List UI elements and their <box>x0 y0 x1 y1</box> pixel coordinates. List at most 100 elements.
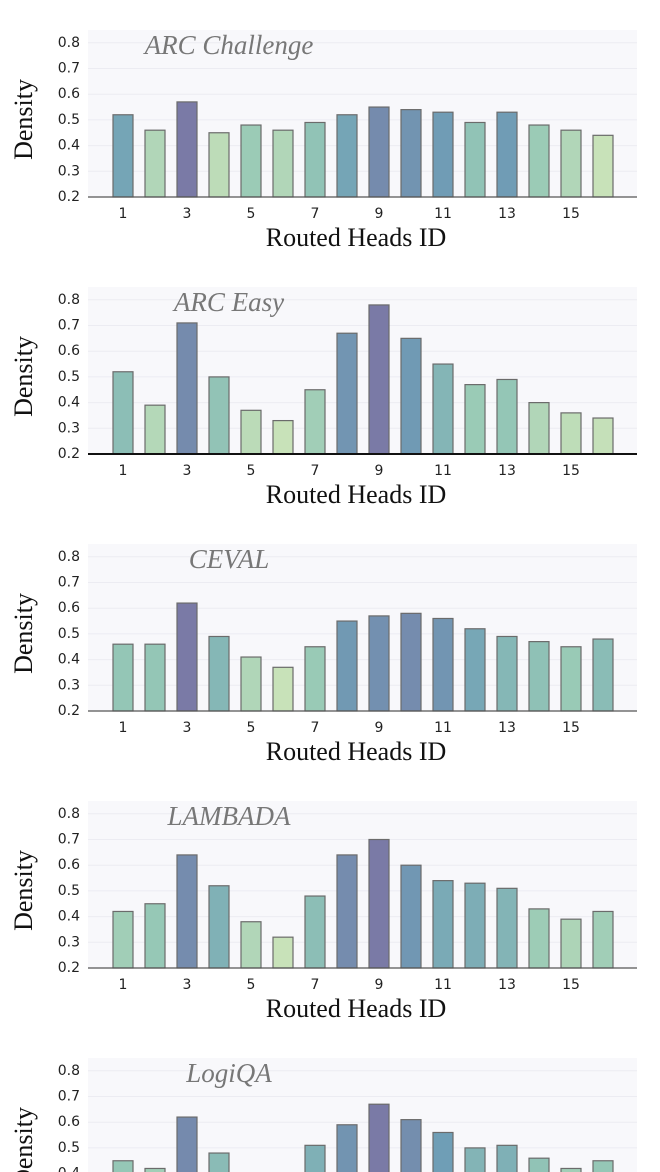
bar <box>592 417 614 455</box>
bar <box>176 1116 198 1172</box>
bar <box>176 101 198 198</box>
bar <box>144 129 166 198</box>
y-tick-label: 0.8 <box>58 35 80 51</box>
x-tick-label: 5 <box>247 463 256 479</box>
bar <box>336 332 358 455</box>
y-tick-label: 0.5 <box>58 883 80 899</box>
bar <box>496 111 518 198</box>
x-axis-label: Routed Heads ID <box>266 737 447 766</box>
x-axis-label: Routed Heads ID <box>266 480 447 509</box>
bar <box>144 643 166 712</box>
bar <box>464 121 486 198</box>
x-tick-label: 13 <box>498 720 516 736</box>
bar <box>400 337 422 455</box>
bar <box>432 363 454 455</box>
x-tick-label: 1 <box>119 720 128 736</box>
x-tick-label: 7 <box>311 206 320 222</box>
y-tick-label: 0.6 <box>58 600 80 616</box>
bar <box>304 646 326 712</box>
bar <box>336 1124 358 1172</box>
bar <box>112 643 134 712</box>
y-axis-label: Density <box>9 1107 38 1172</box>
bar <box>368 106 390 198</box>
bar <box>400 1119 422 1172</box>
bar <box>176 602 198 712</box>
y-tick-label: 0.7 <box>58 318 80 334</box>
y-tick-label: 0.2 <box>58 960 80 976</box>
x-tick-label: 7 <box>311 720 320 736</box>
y-tick-label: 0.8 <box>58 1063 80 1079</box>
bar <box>528 908 550 969</box>
plot-background <box>88 543 637 711</box>
bar <box>208 885 230 969</box>
bar <box>304 895 326 969</box>
bar <box>368 615 390 712</box>
y-tick-label: 0.2 <box>58 446 80 462</box>
bar <box>112 371 134 455</box>
bar <box>560 918 582 969</box>
bar <box>560 646 582 712</box>
bar <box>432 617 454 712</box>
bar <box>112 1160 134 1172</box>
bar <box>272 129 294 198</box>
y-tick-label: 0.5 <box>58 369 80 385</box>
y-axis-label: Density <box>9 336 38 417</box>
y-axis-label: Density <box>9 850 38 931</box>
y-tick-label: 0.7 <box>58 575 80 591</box>
x-tick-label: 1 <box>119 463 128 479</box>
y-tick-label: 0.6 <box>58 857 80 873</box>
x-tick-label: 9 <box>375 463 384 479</box>
bar <box>144 1167 166 1172</box>
bar <box>592 910 614 969</box>
bar <box>528 1157 550 1172</box>
y-tick-label: 0.4 <box>58 652 80 668</box>
bar <box>400 612 422 712</box>
x-tick-label: 11 <box>434 720 452 736</box>
y-tick-label: 0.2 <box>58 189 80 205</box>
bar <box>560 1167 582 1172</box>
bar <box>304 1144 326 1172</box>
x-tick-label: 15 <box>562 206 580 222</box>
bar <box>272 666 294 712</box>
x-tick-label: 7 <box>311 977 320 993</box>
bar <box>528 641 550 712</box>
y-tick-label: 0.4 <box>58 1166 80 1172</box>
bar <box>464 628 486 712</box>
bar <box>592 638 614 712</box>
y-tick-label: 0.3 <box>58 163 80 179</box>
y-tick-label: 0.6 <box>58 86 80 102</box>
x-tick-label: 15 <box>562 977 580 993</box>
y-tick-label: 0.7 <box>58 1089 80 1105</box>
bar <box>208 132 230 198</box>
bar <box>496 635 518 712</box>
bar <box>336 114 358 198</box>
x-tick-label: 11 <box>434 977 452 993</box>
panel: 0.20.30.40.50.60.70.813579111315LogiQARo… <box>9 1057 637 1172</box>
bar <box>240 921 262 969</box>
bar <box>528 402 550 455</box>
x-axis-label: Routed Heads ID <box>266 994 447 1023</box>
y-tick-label: 0.8 <box>58 292 80 308</box>
x-tick-label: 5 <box>247 720 256 736</box>
bar <box>240 656 262 712</box>
bar <box>368 1103 390 1172</box>
x-tick-label: 1 <box>119 977 128 993</box>
y-tick-label: 0.7 <box>58 61 80 77</box>
x-tick-label: 13 <box>498 206 516 222</box>
x-tick-label: 5 <box>247 977 256 993</box>
bar <box>208 635 230 712</box>
bar <box>112 114 134 198</box>
bar <box>432 1131 454 1172</box>
chart-title: LogiQA <box>185 1058 272 1088</box>
plot-background <box>88 1057 637 1172</box>
x-tick-label: 7 <box>311 463 320 479</box>
x-tick-label: 5 <box>247 206 256 222</box>
bar <box>592 1160 614 1172</box>
bar <box>304 121 326 198</box>
bar <box>208 376 230 455</box>
bar <box>272 419 294 455</box>
bar <box>528 124 550 198</box>
